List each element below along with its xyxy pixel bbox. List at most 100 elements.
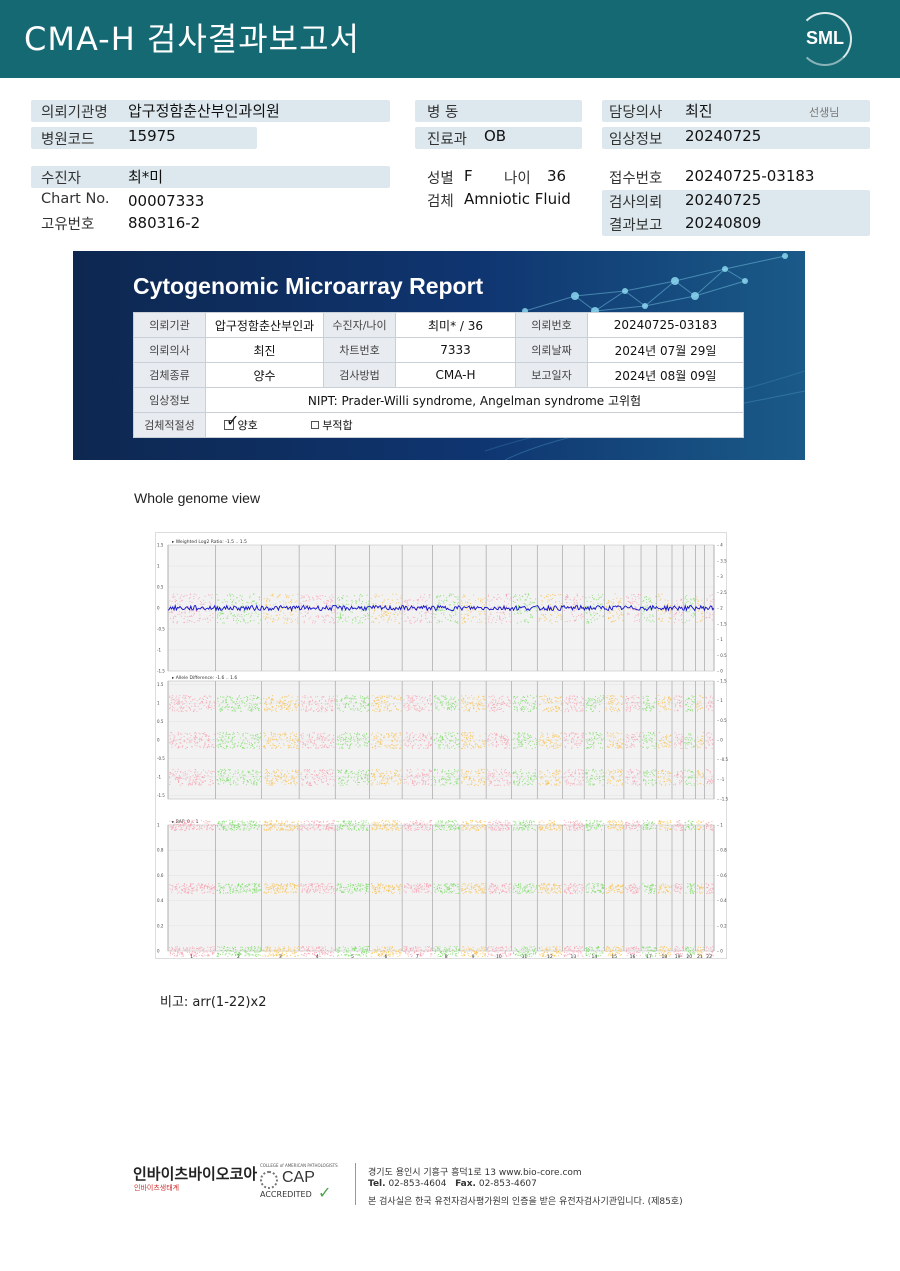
data-point — [202, 777, 204, 779]
data-point — [330, 768, 332, 770]
data-point — [310, 784, 312, 786]
data-point — [617, 601, 619, 603]
data-point — [195, 609, 197, 611]
data-point — [524, 599, 526, 601]
data-point — [253, 600, 255, 602]
data-point — [521, 700, 523, 702]
data-point — [341, 779, 343, 781]
data-point — [357, 784, 359, 786]
data-point — [599, 610, 601, 612]
data-point — [416, 697, 418, 699]
data-point — [260, 771, 262, 773]
data-point — [221, 608, 223, 610]
data-point — [391, 776, 393, 778]
data-point — [236, 597, 238, 599]
data-point — [423, 597, 425, 599]
data-point — [323, 695, 325, 697]
data-point — [222, 736, 224, 738]
data-point — [317, 736, 319, 738]
data-point — [412, 695, 414, 697]
data-point — [346, 781, 348, 783]
data-point — [399, 741, 401, 743]
data-point — [512, 739, 514, 741]
data-point — [247, 733, 249, 735]
y-tick-label: -1 — [157, 774, 161, 779]
data-point — [240, 697, 242, 699]
data-point — [418, 710, 420, 712]
data-point — [244, 778, 246, 780]
data-point — [372, 695, 374, 697]
data-point — [275, 771, 277, 773]
data-point — [227, 774, 229, 776]
data-point — [209, 784, 211, 786]
data-point — [565, 598, 567, 600]
data-point — [463, 596, 465, 598]
data-point — [482, 599, 484, 601]
data-point — [411, 747, 413, 749]
data-point — [368, 703, 370, 705]
data-point — [482, 708, 484, 710]
data-point — [472, 746, 474, 748]
data-point — [353, 772, 355, 774]
data-point — [478, 740, 480, 742]
data-point — [516, 706, 518, 708]
data-point — [321, 776, 323, 778]
data-point — [264, 747, 266, 749]
data-point — [649, 614, 651, 616]
data-point — [558, 707, 560, 709]
data-point — [388, 783, 390, 785]
data-point — [292, 776, 294, 778]
data-point — [471, 702, 473, 704]
data-point — [417, 781, 419, 783]
data-point — [277, 733, 279, 735]
data-point — [420, 597, 422, 599]
data-point — [548, 710, 550, 712]
data-point — [233, 733, 235, 735]
data-point — [398, 695, 400, 697]
data-point — [337, 738, 339, 740]
data-point — [186, 742, 188, 744]
data-point — [385, 614, 387, 616]
y-tick-label: -0.5 — [157, 627, 165, 632]
data-point — [524, 783, 526, 785]
data-point — [316, 603, 318, 605]
data-point — [204, 743, 206, 745]
data-point — [171, 702, 173, 704]
data-point — [236, 745, 238, 747]
data-point — [317, 710, 319, 712]
data-point — [474, 600, 476, 602]
y-tick-label: -1.5 — [157, 669, 165, 674]
data-point — [642, 601, 644, 603]
data-point — [501, 735, 503, 737]
data-point — [172, 774, 174, 776]
data-point — [255, 738, 257, 740]
data-point — [556, 621, 558, 623]
data-point — [407, 616, 409, 618]
data-point — [193, 711, 195, 713]
data-point — [576, 593, 578, 595]
data-point — [307, 781, 309, 783]
data-point — [361, 610, 363, 612]
data-point — [555, 706, 557, 708]
data-point — [318, 738, 320, 740]
data-point — [287, 770, 289, 772]
data-point — [411, 775, 413, 777]
data-point — [566, 595, 568, 597]
data-point — [661, 618, 663, 620]
data-point — [455, 737, 457, 739]
data-point — [556, 697, 558, 699]
data-point — [319, 595, 321, 597]
data-point — [520, 698, 522, 700]
data-point — [520, 700, 522, 702]
data-point — [259, 745, 261, 747]
data-point — [199, 703, 201, 705]
data-point — [231, 710, 233, 712]
data-point — [244, 705, 246, 707]
data-point — [531, 783, 533, 785]
data-point — [302, 705, 304, 707]
data-point — [242, 774, 244, 776]
data-point — [667, 600, 669, 602]
data-point — [546, 707, 548, 709]
data-point — [482, 777, 484, 779]
data-point — [317, 734, 319, 736]
